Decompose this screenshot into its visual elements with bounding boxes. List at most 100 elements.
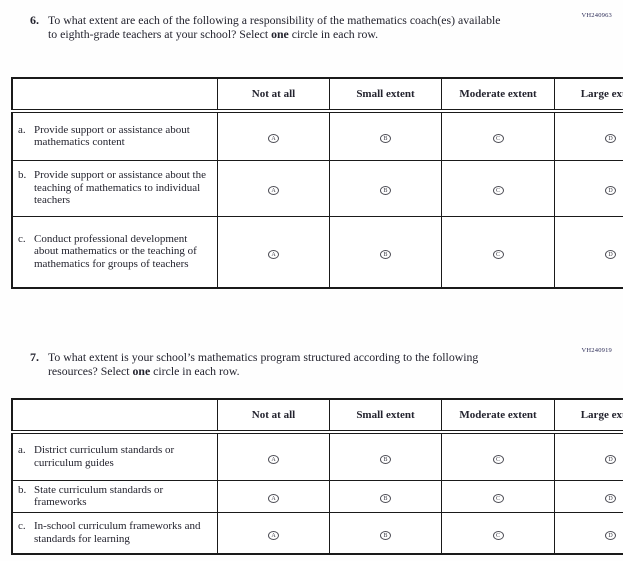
q6-row-b-label-cell: b. Provide support or assistance about t… bbox=[11, 159, 218, 217]
question-6-vh-code: VH240963 bbox=[581, 12, 612, 19]
q6-row-b-label: Provide support or assistance about the … bbox=[34, 169, 206, 207]
q6-row-b-option-not-at-all-bubble[interactable]: A bbox=[268, 186, 279, 195]
question-6-text-post: circle in each row. bbox=[288, 27, 379, 41]
q7-row-c-option-not-at-all-bubble[interactable]: A bbox=[268, 530, 279, 540]
q6-row-b-option-large-extent-bubble[interactable]: D bbox=[605, 186, 616, 195]
q7-header-small-extent: Small extent bbox=[329, 398, 442, 434]
q7-row-c-cell-moderate-extent: C bbox=[441, 511, 555, 555]
q6-header-row: Not at all Small extent Moderate extent … bbox=[11, 77, 623, 113]
q7-row-b-letter: b. bbox=[18, 483, 27, 496]
q6-row-b-cell-not-at-all: A bbox=[217, 159, 330, 217]
q7-row-a-option-not-at-all-bubble[interactable]: A bbox=[268, 454, 279, 464]
q7-row-b-cell-large-extent: D bbox=[554, 479, 623, 513]
q7-row-a-label-cell: a. District curriculum standards or curr… bbox=[11, 431, 218, 481]
q7-row-a-letter: a. bbox=[18, 444, 26, 457]
q6-row-c-label-cell: c. Conduct professional development abou… bbox=[11, 215, 218, 289]
q7-row-a-cell-not-at-all: A bbox=[217, 431, 330, 481]
q7-row-b-option-small-extent-bubble[interactable]: B bbox=[380, 494, 391, 504]
q6-row-a-cell-large-extent: D bbox=[554, 110, 623, 161]
question-7-vh-code: VH240919 bbox=[581, 347, 612, 354]
q7-row-c-cell-not-at-all: A bbox=[217, 511, 330, 555]
q6-row-c-label: Conduct professional development about m… bbox=[34, 232, 197, 271]
q7-row-c-cell-large-extent: D bbox=[554, 511, 623, 555]
q6-row-a-cell-moderate-extent: C bbox=[441, 110, 555, 161]
q6-header-moderate-extent: Moderate extent bbox=[441, 77, 555, 113]
q7-row-a-cell-small-extent: B bbox=[329, 431, 442, 481]
q6-row-a-cell-not-at-all: A bbox=[217, 110, 330, 161]
q6-row-b-cell-small-extent: B bbox=[329, 159, 442, 217]
q6-row-c-cell-not-at-all: A bbox=[217, 215, 330, 289]
q6-row-a-label: Provide support or assistance about math… bbox=[34, 123, 190, 149]
q6-row-b-letter: b. bbox=[18, 169, 27, 182]
q7-row-b-option-not-at-all-bubble[interactable]: A bbox=[268, 494, 279, 504]
q6-row-a-option-moderate-extent-bubble[interactable]: C bbox=[492, 134, 504, 144]
q6-row-c-option-not-at-all-bubble[interactable]: A bbox=[268, 249, 279, 259]
q6-row-b-cell-moderate-extent: C bbox=[441, 159, 555, 217]
q6-row-c-cell-small-extent: B bbox=[329, 215, 442, 289]
q7-row-b-option-large-extent-bubble[interactable]: D bbox=[605, 494, 616, 504]
q6-row-b-cell-large-extent: D bbox=[554, 159, 623, 217]
q6-row-b: b. Provide support or assistance about t… bbox=[11, 159, 623, 217]
q6-row-c-letter: c. bbox=[18, 232, 26, 245]
question-7-table: Not at all Small extent Moderate extent … bbox=[11, 398, 623, 556]
question-7-text: To what extent is your school’s mathemat… bbox=[48, 350, 488, 378]
q7-row-c-option-small-extent-bubble[interactable]: B bbox=[380, 530, 391, 540]
question-7-number: 7. bbox=[30, 350, 39, 364]
q7-row-c-label-cell: c. In-school curriculum frameworks and s… bbox=[11, 511, 218, 555]
q7-header-not-at-all: Not at all bbox=[217, 398, 330, 434]
q6-row-b-option-moderate-extent-bubble[interactable]: C bbox=[492, 186, 504, 195]
q7-row-b-label: State curriculum standards or frameworks bbox=[34, 483, 164, 509]
question-6-number: 6. bbox=[30, 13, 39, 27]
q7-header-row: Not at all Small extent Moderate extent … bbox=[11, 398, 623, 434]
question-6-table: Not at all Small extent Moderate extent … bbox=[11, 77, 623, 289]
question-6-prompt: 6. To what extent are each of the follow… bbox=[30, 13, 510, 41]
q7-row-c-cell-small-extent: B bbox=[329, 511, 442, 555]
question-7-prompt: 7. To what extent is your school’s mathe… bbox=[30, 350, 488, 378]
q6-row-a: a. Provide support or assistance about m… bbox=[11, 110, 623, 161]
question-6-text: To what extent are each of the following… bbox=[48, 13, 510, 41]
q7-header-large-extent: Large extent bbox=[554, 398, 623, 434]
question-7-text-pre: To what extent is your school’s mathemat… bbox=[48, 350, 479, 378]
q7-row-b-cell-small-extent: B bbox=[329, 479, 442, 513]
q6-row-a-option-not-at-all-bubble[interactable]: A bbox=[268, 134, 279, 144]
q7-row-a-cell-large-extent: D bbox=[554, 431, 623, 481]
q7-corner-cell bbox=[11, 398, 218, 434]
q7-row-a-option-moderate-extent-bubble[interactable]: C bbox=[492, 454, 504, 464]
q6-row-c-cell-moderate-extent: C bbox=[441, 215, 555, 289]
q7-row-b-cell-moderate-extent: C bbox=[441, 479, 555, 513]
question-7-text-post: circle in each row. bbox=[150, 364, 240, 378]
q7-row-c-option-moderate-extent-bubble[interactable]: C bbox=[492, 530, 504, 540]
q7-row-b-cell-not-at-all: A bbox=[217, 479, 330, 513]
q7-row-a: a. District curriculum standards or curr… bbox=[11, 431, 623, 481]
q6-row-a-option-small-extent-bubble[interactable]: B bbox=[380, 134, 391, 144]
q7-row-a-option-small-extent-bubble[interactable]: B bbox=[380, 454, 391, 464]
q6-header-small-extent: Small extent bbox=[329, 77, 442, 113]
q6-row-a-label-cell: a. Provide support or assistance about m… bbox=[11, 110, 218, 161]
q7-row-b-label-cell: b. State curriculum standards or framewo… bbox=[11, 479, 218, 513]
q6-row-a-cell-small-extent: B bbox=[329, 110, 442, 161]
q7-row-b-option-moderate-extent-bubble[interactable]: C bbox=[492, 494, 504, 504]
q7-row-c: c. In-school curriculum frameworks and s… bbox=[11, 511, 623, 555]
q6-header-large-extent: Large extent bbox=[554, 77, 623, 113]
q7-row-b: b. State curriculum standards or framewo… bbox=[11, 479, 623, 513]
q6-row-a-letter: a. bbox=[18, 123, 26, 136]
q6-row-c-option-moderate-extent-bubble[interactable]: C bbox=[492, 249, 504, 259]
q7-row-c-letter: c. bbox=[18, 520, 26, 533]
q6-row-c-option-small-extent-bubble[interactable]: B bbox=[380, 249, 391, 259]
q7-row-a-label: District curriculum standards or curricu… bbox=[34, 444, 175, 469]
q6-row-a-option-large-extent-bubble[interactable]: D bbox=[605, 134, 616, 144]
q7-row-a-cell-moderate-extent: C bbox=[441, 431, 555, 481]
q6-row-c-option-large-extent-bubble[interactable]: D bbox=[605, 249, 616, 259]
q6-header-not-at-all: Not at all bbox=[217, 77, 330, 113]
q6-row-b-option-small-extent-bubble[interactable]: B bbox=[380, 186, 391, 195]
q7-header-moderate-extent: Moderate extent bbox=[441, 398, 555, 434]
q6-corner-cell bbox=[11, 77, 218, 113]
question-6-text-pre: To what extent are each of the following… bbox=[48, 13, 501, 41]
question-7-text-bold: one bbox=[132, 364, 151, 378]
question-6-text-bold: one bbox=[271, 27, 289, 41]
q7-row-c-label: In-school curriculum frameworks and stan… bbox=[34, 520, 201, 545]
q7-row-c-option-large-extent-bubble[interactable]: D bbox=[605, 530, 616, 540]
q7-row-a-option-large-extent-bubble[interactable]: D bbox=[605, 454, 616, 464]
q6-row-c-cell-large-extent: D bbox=[554, 215, 623, 289]
